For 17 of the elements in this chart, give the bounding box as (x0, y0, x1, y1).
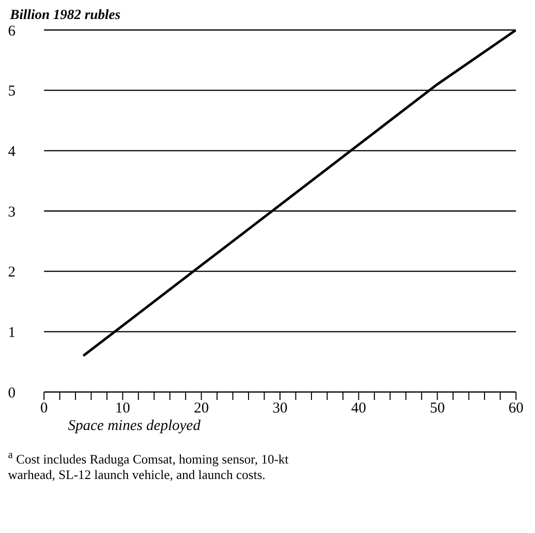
x-tick-label: 30 (272, 400, 288, 417)
x-tick-label: 50 (430, 400, 445, 417)
y-tick-label: 3 (8, 204, 16, 220)
text: $^{a}$ Cost includes Raduga Comsat, homing sensor, 10-kt warhead, SL-12 launch vehicle, and launch costs. (8, 449, 289, 482)
x-tick-label: 40 (351, 400, 366, 417)
y-tick-label: 2 (8, 264, 16, 281)
y-tick-label: 0 (8, 385, 16, 402)
x-axis-title: Space mines deployed (68, 418, 202, 435)
y-tick-label: 6 (8, 23, 16, 40)
x-tick-label: 60 (508, 400, 524, 417)
y-axis-title: Billion 1982 rubles (10, 8, 122, 24)
x-tick-label: 10 (115, 400, 130, 417)
x-tick-label: 0 (40, 400, 48, 417)
y-tick-label: 5 (8, 84, 16, 100)
x-tick-label: 20 (194, 400, 209, 417)
y-tick-label: 1 (8, 324, 16, 341)
y-tick-label: 4 (8, 144, 16, 160)
